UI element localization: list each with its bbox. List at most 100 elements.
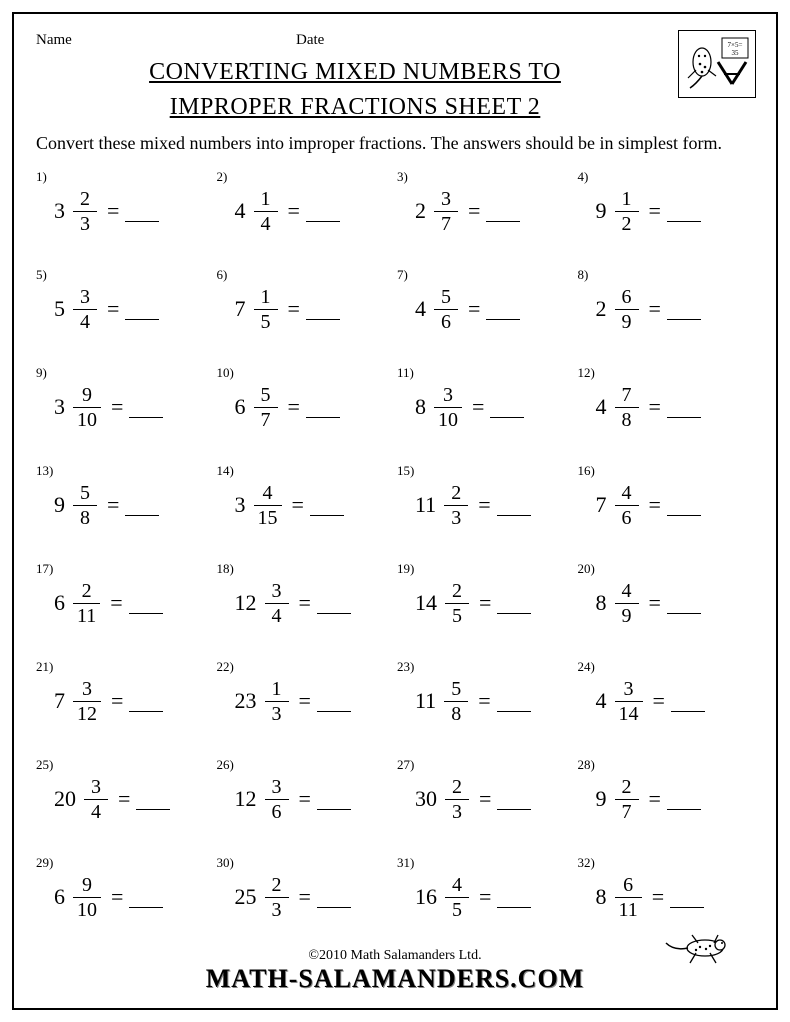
denominator: 6	[265, 799, 289, 822]
denominator: 4	[84, 799, 108, 822]
whole-number: 12	[235, 786, 257, 812]
answer-blank[interactable]	[129, 892, 163, 908]
fraction: 23	[444, 483, 468, 528]
answer-blank[interactable]	[486, 304, 520, 320]
equals-sign: =	[299, 590, 311, 616]
answer-blank[interactable]	[667, 402, 701, 418]
whole-number: 7	[596, 492, 607, 518]
equals-sign: =	[479, 884, 491, 910]
problem-number: 13)	[36, 463, 53, 479]
answer-blank[interactable]	[486, 206, 520, 222]
equals-sign: =	[111, 394, 123, 420]
problem-expression: 849=	[596, 581, 701, 626]
answer-blank[interactable]	[306, 402, 340, 418]
equals-sign: =	[107, 296, 119, 322]
problem-cell: 9)3910=	[36, 365, 213, 437]
whole-number: 6	[54, 884, 65, 910]
answer-blank[interactable]	[317, 794, 351, 810]
problem-cell: 15)1123=	[397, 463, 574, 535]
answer-blank[interactable]	[317, 892, 351, 908]
whole-number: 23	[235, 688, 257, 714]
fraction: 310	[434, 385, 462, 430]
answer-blank[interactable]	[497, 892, 531, 908]
answer-blank[interactable]	[667, 794, 701, 810]
answer-blank[interactable]	[497, 794, 531, 810]
problem-number: 28)	[578, 757, 595, 773]
problem-expression: 1158=	[415, 679, 531, 724]
denominator: 7	[615, 799, 639, 822]
problem-expression: 657=	[235, 385, 340, 430]
problem-number: 14)	[217, 463, 234, 479]
answer-blank[interactable]	[306, 206, 340, 222]
problem-expression: 1425=	[415, 581, 531, 626]
whole-number: 3	[54, 198, 65, 224]
equals-sign: =	[468, 296, 480, 322]
answer-blank[interactable]	[667, 304, 701, 320]
fraction: 36	[265, 777, 289, 822]
answer-blank[interactable]	[129, 696, 163, 712]
problem-number: 7)	[397, 267, 408, 283]
fraction: 211	[73, 581, 100, 626]
numerator: 3	[268, 777, 286, 799]
answer-blank[interactable]	[667, 500, 701, 516]
equals-sign: =	[472, 394, 484, 420]
numerator: 1	[618, 189, 636, 211]
problem-number: 29)	[36, 855, 53, 871]
fraction: 23	[73, 189, 97, 234]
whole-number: 14	[415, 590, 437, 616]
answer-blank[interactable]	[497, 500, 531, 516]
denominator: 3	[444, 505, 468, 528]
problem-expression: 3415=	[235, 483, 344, 528]
problem-number: 21)	[36, 659, 53, 675]
fraction: 910	[73, 385, 101, 430]
problem-number: 8)	[578, 267, 589, 283]
fraction: 23	[265, 875, 289, 920]
answer-blank[interactable]	[129, 402, 163, 418]
answer-blank[interactable]	[667, 598, 701, 614]
problem-cell: 7)456=	[397, 267, 574, 339]
numerator: 2	[448, 777, 466, 799]
fraction: 15	[254, 287, 278, 332]
answer-blank[interactable]	[310, 500, 344, 516]
problem-number: 12)	[578, 365, 595, 381]
whole-number: 6	[54, 590, 65, 616]
answer-blank[interactable]	[671, 696, 705, 712]
answer-blank[interactable]	[497, 598, 531, 614]
equals-sign: =	[653, 688, 665, 714]
answer-blank[interactable]	[490, 402, 524, 418]
equals-sign: =	[649, 492, 661, 518]
denominator: 5	[445, 603, 469, 626]
answer-blank[interactable]	[317, 598, 351, 614]
numerator: 2	[268, 875, 286, 897]
problem-number: 15)	[397, 463, 414, 479]
answer-blank[interactable]	[670, 892, 704, 908]
answer-blank[interactable]	[306, 304, 340, 320]
answer-blank[interactable]	[125, 206, 159, 222]
problem-cell: 6)715=	[217, 267, 394, 339]
problem-number: 10)	[217, 365, 234, 381]
answer-blank[interactable]	[317, 696, 351, 712]
problem-cell: 29)6910=	[36, 855, 213, 927]
problem-expression: 958=	[54, 483, 159, 528]
problem-expression: 414=	[235, 189, 340, 234]
equals-sign: =	[292, 492, 304, 518]
lizard-icon	[660, 923, 740, 984]
whole-number: 20	[54, 786, 76, 812]
answer-blank[interactable]	[667, 206, 701, 222]
fraction: 34	[73, 287, 97, 332]
answer-blank[interactable]	[136, 794, 170, 810]
equals-sign: =	[478, 492, 490, 518]
denominator: 5	[445, 897, 469, 920]
answer-blank[interactable]	[125, 304, 159, 320]
problem-cell: 3)237=	[397, 169, 574, 241]
problem-number: 32)	[578, 855, 595, 871]
answer-blank[interactable]	[125, 500, 159, 516]
worksheet-title: CONVERTING MIXED NUMBERS TO IMPROPER FRA…	[36, 55, 674, 125]
answer-blank[interactable]	[497, 696, 531, 712]
problem-number: 4)	[578, 169, 589, 185]
equals-sign: =	[478, 688, 490, 714]
whole-number: 9	[596, 198, 607, 224]
whole-number: 12	[235, 590, 257, 616]
problem-expression: 1123=	[415, 483, 531, 528]
answer-blank[interactable]	[129, 598, 163, 614]
